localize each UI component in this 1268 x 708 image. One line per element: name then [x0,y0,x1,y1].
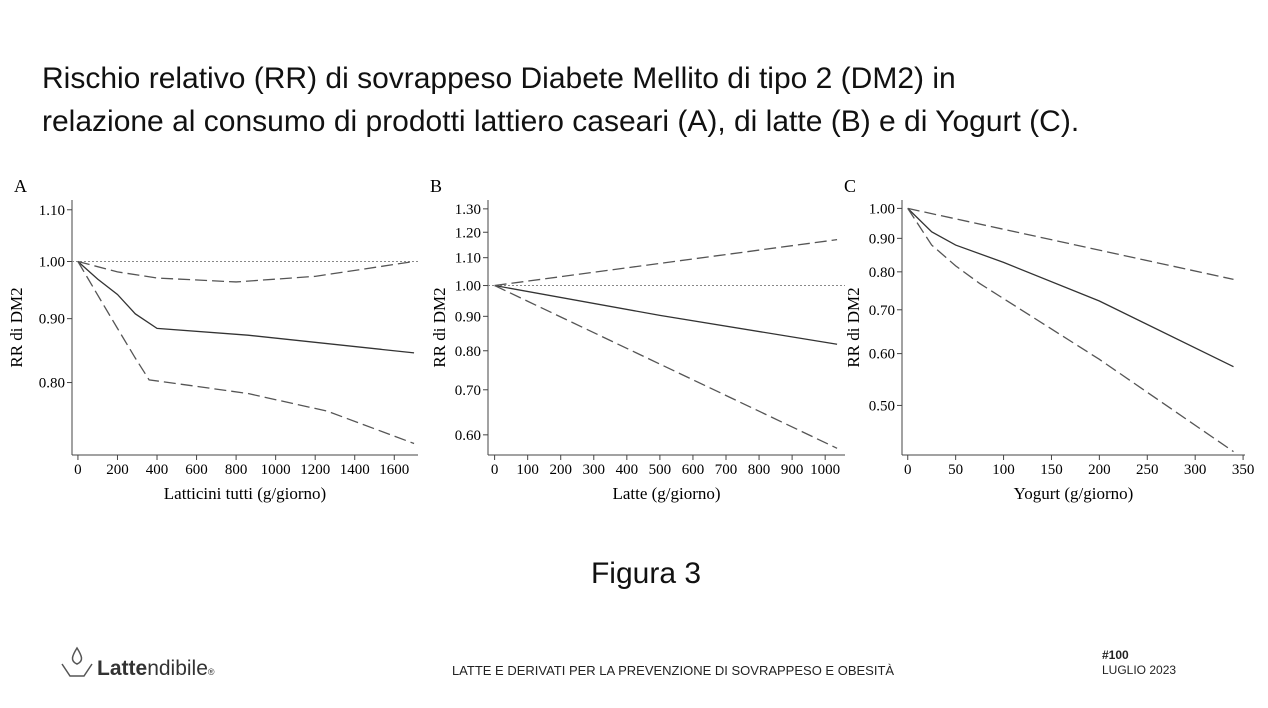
x-tick-label: 150 [1040,462,1063,478]
y-tick-label: 1.00 [39,254,65,270]
issue-date: LUGLIO 2023 [1102,663,1176,677]
slide-title-line: Rischio relativo (RR) di sovrappeso Diab… [42,62,956,95]
y-tick-label: 1.20 [455,225,481,241]
x-tick-label: 350 [1232,462,1255,478]
x-tick-label: 200 [1088,462,1111,478]
x-tick-label: 100 [516,462,539,478]
issue-number: #100 [1102,648,1129,662]
y-axis-label: RR di DM2 [844,287,863,367]
x-tick-label: 600 [185,462,208,478]
series-line [494,239,838,287]
slide-title-line: relazione al consumo di prodotti lattier… [42,105,1079,138]
y-tick-label: 0.80 [39,376,65,392]
logo-bold: Latte [97,657,147,680]
y-tick-label: 0.90 [39,312,65,328]
x-tick-label: 800 [225,462,248,478]
series-line [907,207,1234,281]
logo-icon [61,646,93,677]
x-tick-label: 300 [1184,462,1207,478]
series-line [907,207,1234,368]
x-tick-label: 400 [146,462,169,478]
x-tick-label: 1000 [810,462,840,478]
logo-mark: ® [208,667,215,677]
x-tick-label: 500 [649,462,672,478]
x-axis-label: Yogurt (g/giorno) [1014,484,1134,503]
x-tick-label: 1200 [300,462,330,478]
y-tick-label: 0.70 [455,383,481,399]
y-axis-label: RR di DM2 [7,287,26,367]
y-tick-label: 1.00 [455,279,481,295]
x-tick-label: 200 [549,462,572,478]
series-line [77,261,415,354]
panel-letter: B [430,176,442,196]
x-tick-label: 0 [904,462,912,478]
logo-rest: ndibile [147,657,208,680]
series-line [494,284,838,449]
x-tick-label: 50 [948,462,963,478]
y-tick-label: 1.30 [455,202,481,218]
y-tick-label: 1.10 [455,251,481,267]
panel-letter: A [14,176,27,196]
series-line [907,208,1234,453]
series-line [494,284,838,345]
x-tick-label: 200 [106,462,129,478]
y-tick-label: 0.70 [869,303,895,319]
x-axis-label: Latticini tutti (g/giorno) [164,484,326,503]
x-tick-label: 0 [491,462,499,478]
x-tick-label: 250 [1136,462,1159,478]
y-tick-label: 1.00 [869,201,895,217]
x-tick-label: 600 [682,462,705,478]
y-tick-label: 0.60 [455,428,481,444]
y-tick-label: 0.90 [869,231,895,247]
y-tick-label: 1.10 [39,203,65,219]
x-tick-label: 100 [992,462,1015,478]
x-tick-label: 700 [715,462,738,478]
footer-text: LATTE E DERIVATI PER LA PREVENZIONE DI S… [452,663,894,678]
x-tick-label: 300 [583,462,606,478]
y-tick-label: 0.50 [869,398,895,414]
figure-label: Figura 3 [591,557,701,590]
y-tick-label: 0.80 [869,265,895,281]
x-tick-label: 1000 [261,462,291,478]
series-line [77,261,415,445]
x-tick-label: 400 [616,462,639,478]
y-tick-label: 0.90 [455,309,481,325]
panel-letter: C [844,176,856,196]
y-tick-label: 0.80 [455,344,481,360]
series-line [77,260,415,283]
x-tick-label: 1600 [379,462,409,478]
x-axis-label: Latte (g/giorno) [612,484,720,503]
y-axis-label: RR di DM2 [430,287,449,367]
logo-text: Lattendibile® [97,657,215,680]
x-tick-label: 900 [781,462,804,478]
x-tick-label: 800 [748,462,771,478]
x-tick-label: 1400 [340,462,370,478]
y-tick-label: 0.60 [869,347,895,363]
x-tick-label: 0 [74,462,82,478]
